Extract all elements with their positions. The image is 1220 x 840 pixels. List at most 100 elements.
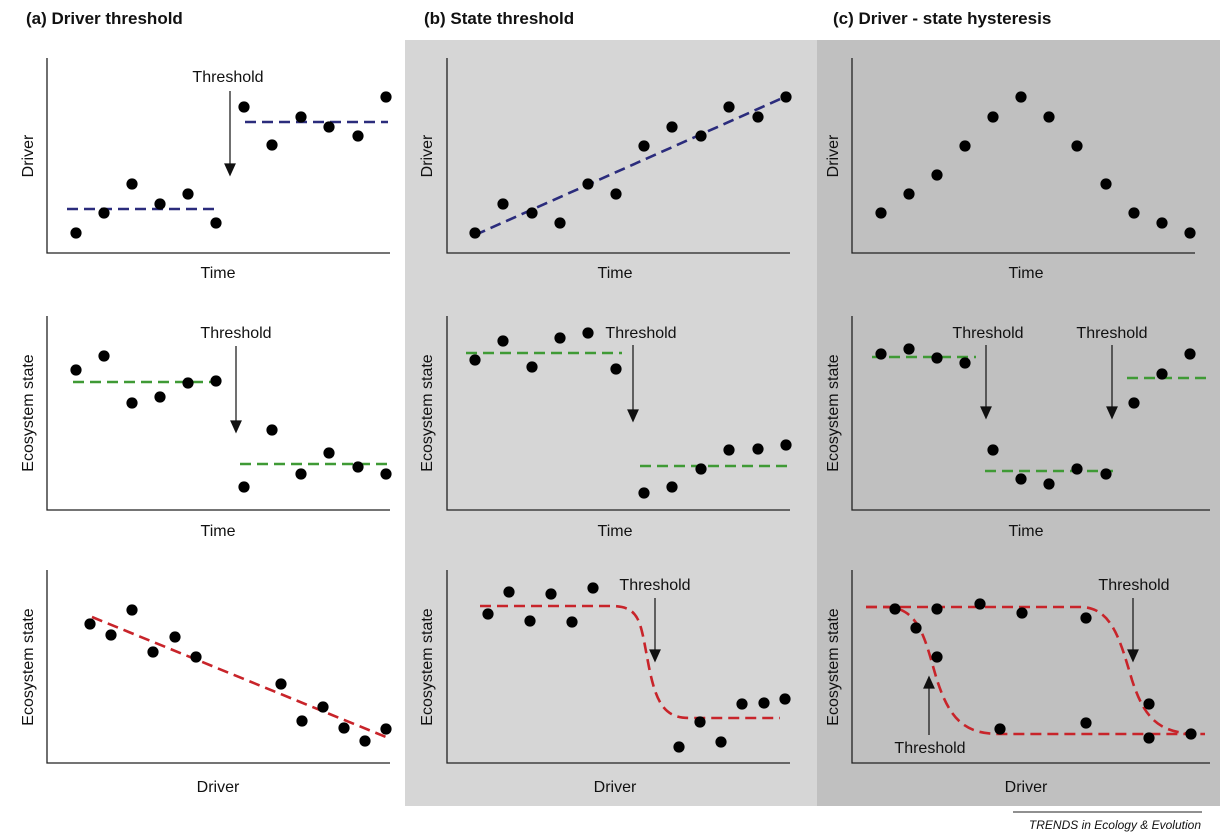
- point: [105, 629, 117, 641]
- threshold-label-b-mid: Threshold: [605, 325, 676, 342]
- xlabel-a-mid: Time: [201, 523, 236, 540]
- point: [959, 140, 971, 152]
- point: [723, 101, 735, 113]
- point: [780, 91, 792, 103]
- point: [70, 227, 82, 239]
- threshold-arrows: [224, 91, 1139, 735]
- ylabel-c-bot: Ecosystem state: [825, 608, 842, 725]
- axis-b-mid: [446, 316, 790, 511]
- point: [666, 481, 678, 493]
- point: [779, 693, 791, 705]
- point: [638, 140, 650, 152]
- point: [1015, 473, 1027, 485]
- point: [903, 343, 915, 355]
- point: [380, 723, 392, 735]
- point: [182, 188, 194, 200]
- point: [1100, 178, 1112, 190]
- point: [1128, 397, 1140, 409]
- ylabel-b-top: Driver: [419, 134, 436, 177]
- point: [352, 130, 364, 142]
- point: [1184, 227, 1196, 239]
- point: [715, 736, 727, 748]
- xlabel-c-mid: Time: [1009, 523, 1044, 540]
- point: [380, 468, 392, 480]
- point: [1100, 468, 1112, 480]
- point: [903, 188, 915, 200]
- point: [275, 678, 287, 690]
- point: [566, 616, 578, 628]
- point: [147, 646, 159, 658]
- ylabel-c-top: Driver: [825, 134, 842, 177]
- point: [524, 615, 536, 627]
- point: [266, 424, 278, 436]
- point: [638, 487, 650, 499]
- xlabel-c-top: Time: [1009, 265, 1044, 282]
- point: [987, 111, 999, 123]
- point: [1143, 732, 1155, 744]
- threshold-label-c-mid-right: Threshold: [1076, 325, 1147, 342]
- point: [169, 631, 181, 643]
- point: [910, 622, 922, 634]
- point: [987, 444, 999, 456]
- point: [1156, 217, 1168, 229]
- point: [469, 354, 481, 366]
- line-a-bot: [91, 615, 387, 739]
- panel-b-background: [405, 40, 817, 806]
- threshold-labels: Threshold Threshold Threshold Threshold …: [192, 69, 1169, 757]
- point: [695, 463, 707, 475]
- point: [526, 207, 538, 219]
- point: [210, 217, 222, 229]
- point: [610, 188, 622, 200]
- credit-text: TRENDS in Ecology & Evolution: [1029, 818, 1201, 832]
- point: [994, 723, 1006, 735]
- point: [1128, 207, 1140, 219]
- point: [359, 735, 371, 747]
- point: [1080, 717, 1092, 729]
- panel-c-title: (c) Driver - state hysteresis: [833, 9, 1051, 28]
- point: [238, 101, 250, 113]
- point: [959, 357, 971, 369]
- xlabel-b-top: Time: [598, 265, 633, 282]
- panel-c-background: [817, 40, 1220, 806]
- point: [1080, 612, 1092, 624]
- threshold-label-c-bot-lower: Threshold: [894, 740, 965, 757]
- point: [889, 603, 901, 615]
- point: [1071, 140, 1083, 152]
- panel-a-title: (a) Driver threshold: [26, 9, 183, 28]
- axis-b-bot: [446, 570, 790, 764]
- xlabel-c-bot: Driver: [1005, 779, 1048, 796]
- point: [469, 227, 481, 239]
- point: [1143, 698, 1155, 710]
- ylabel-b-mid: Ecosystem state: [419, 354, 436, 471]
- point: [554, 217, 566, 229]
- point: [503, 586, 515, 598]
- point: [497, 198, 509, 210]
- point: [610, 363, 622, 375]
- point: [875, 348, 887, 360]
- axis-c-top: [851, 58, 1195, 254]
- point: [758, 697, 770, 709]
- threshold-label-c-bot-upper: Threshold: [1098, 577, 1169, 594]
- xlabel-b-mid: Time: [598, 523, 633, 540]
- point: [190, 651, 202, 663]
- ylabel-c-mid: Ecosystem state: [825, 354, 842, 471]
- point: [238, 481, 250, 493]
- point: [695, 130, 707, 142]
- point: [723, 444, 735, 456]
- point: [780, 439, 792, 451]
- xlabel-a-bot: Driver: [197, 779, 240, 796]
- point: [126, 604, 138, 616]
- axis-a-top: [46, 58, 390, 254]
- point: [587, 582, 599, 594]
- axis-a-mid: [46, 316, 390, 511]
- point: [526, 361, 538, 373]
- point: [752, 111, 764, 123]
- point: [317, 701, 329, 713]
- point: [1071, 463, 1083, 475]
- ylabel-a-top: Driver: [20, 134, 37, 177]
- point: [666, 121, 678, 133]
- threshold-label-a-mid: Threshold: [200, 325, 271, 342]
- panel-b-title: (b) State threshold: [424, 9, 574, 28]
- point: [582, 178, 594, 190]
